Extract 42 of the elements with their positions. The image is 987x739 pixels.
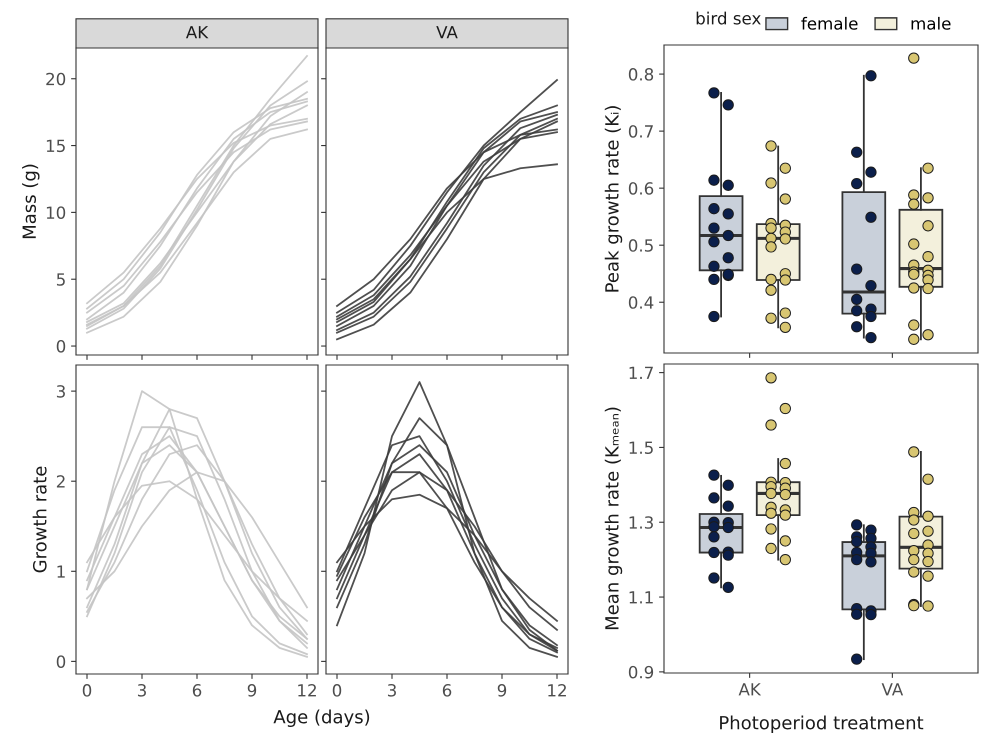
- x-axis-title: Age (days): [273, 710, 370, 728]
- y-tick-label: 10: [46, 206, 66, 219]
- x-tick-label: AK: [738, 683, 762, 696]
- y-tick-label: 0.4: [628, 296, 654, 309]
- y-tick-label: 5: [56, 273, 65, 286]
- y-axis-title: Peak growth rate (Kᵢ): [604, 106, 622, 292]
- y-tick-label: 0.6: [628, 182, 654, 195]
- y-tick-label: 1.5: [630, 442, 653, 454]
- y-tick-label: 0.9: [628, 666, 654, 678]
- y-tick-label: 1.1: [630, 591, 653, 604]
- chart-title: VA: [436, 26, 458, 38]
- x-tick-label: 6: [442, 684, 452, 697]
- y-tick-label: 20: [46, 72, 66, 86]
- y-tick-label: 0: [56, 655, 66, 668]
- y-tick-label: 15: [46, 140, 65, 152]
- y-tick-label: 0: [56, 340, 66, 353]
- x-tick-label: VA: [882, 683, 904, 696]
- x-tick-label: 9: [248, 684, 256, 697]
- x-tick-label: 0: [332, 684, 342, 697]
- y-tick-label: 1: [58, 565, 65, 578]
- y-axis-title: Growth rate: [32, 466, 47, 572]
- y-tick-label: 0.7: [628, 125, 653, 138]
- y-axis-title: Mean growth rate (Kₘₑₐₙ): [604, 408, 622, 630]
- legend-label: female: [801, 16, 858, 30]
- x-tick-label: 0: [82, 684, 92, 697]
- x-tick-label: 3: [388, 684, 396, 697]
- x-tick-label: 9: [498, 684, 506, 697]
- x-tick-label: 12: [548, 684, 566, 696]
- x-tick-label: 6: [192, 684, 202, 697]
- y-tick-label: 3: [56, 385, 65, 398]
- y-tick-label: 0.8: [628, 68, 654, 81]
- chart-title: AK: [186, 26, 209, 38]
- legend-title: bird sex: [696, 12, 761, 25]
- y-tick-label: 0.5: [628, 239, 653, 252]
- y-tick-label: 1.3: [630, 516, 653, 529]
- y-axis-title: Mass (g): [22, 164, 40, 238]
- x-tick-label: 12: [298, 684, 316, 696]
- legend-label: male: [912, 16, 951, 30]
- x-tick-label: 3: [138, 684, 146, 697]
- y-tick-label: 1.7: [630, 366, 653, 379]
- y-tick-label: 2: [56, 475, 65, 488]
- x-axis-title: Photoperiod treatment: [720, 716, 924, 733]
